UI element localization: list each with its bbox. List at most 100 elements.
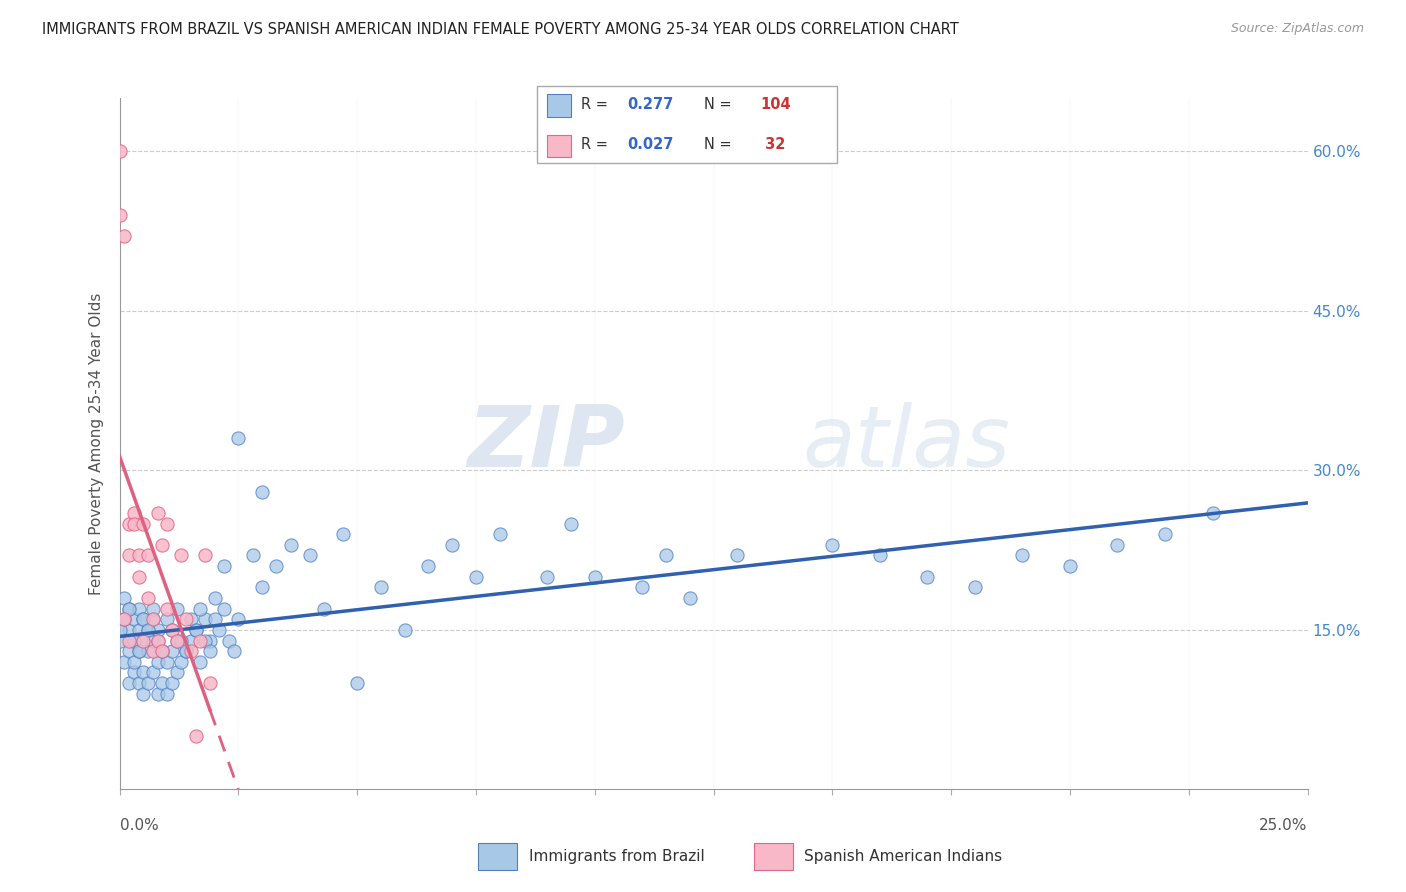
Point bbox=[1107, 538, 1129, 552]
Point bbox=[132, 633, 155, 648]
Point bbox=[112, 612, 135, 626]
Point bbox=[1059, 559, 1081, 574]
Text: 25.0%: 25.0% bbox=[1260, 818, 1308, 832]
Point bbox=[346, 676, 368, 690]
Point bbox=[118, 601, 141, 615]
Point bbox=[132, 612, 155, 626]
Point bbox=[198, 676, 221, 690]
Point bbox=[174, 612, 197, 626]
Point bbox=[122, 633, 145, 648]
Bar bbox=[547, 135, 571, 157]
Point bbox=[725, 549, 748, 563]
Point bbox=[132, 612, 155, 626]
Bar bbox=[478, 843, 517, 870]
Point bbox=[156, 655, 179, 669]
Point bbox=[146, 633, 169, 648]
Point bbox=[170, 655, 193, 669]
Point bbox=[142, 665, 165, 680]
Point bbox=[655, 549, 678, 563]
Point bbox=[212, 559, 235, 574]
Point bbox=[150, 644, 173, 658]
Point bbox=[488, 527, 510, 541]
Text: IMMIGRANTS FROM BRAZIL VS SPANISH AMERICAN INDIAN FEMALE POVERTY AMONG 25-34 YEA: IMMIGRANTS FROM BRAZIL VS SPANISH AMERIC… bbox=[42, 22, 959, 37]
Point bbox=[108, 633, 131, 648]
Point bbox=[146, 506, 169, 520]
Point bbox=[108, 623, 131, 637]
Point bbox=[204, 591, 226, 605]
Text: 0.027: 0.027 bbox=[627, 137, 673, 153]
Point bbox=[160, 623, 183, 637]
Point bbox=[1011, 549, 1033, 563]
Point bbox=[128, 623, 150, 637]
Point bbox=[136, 591, 159, 605]
Point bbox=[1201, 506, 1223, 520]
Point bbox=[332, 527, 354, 541]
Point bbox=[128, 549, 150, 563]
Point bbox=[266, 559, 288, 574]
Point bbox=[464, 570, 488, 584]
Point bbox=[142, 612, 165, 626]
Point bbox=[128, 644, 150, 658]
Point bbox=[132, 665, 155, 680]
Point bbox=[166, 665, 188, 680]
Point bbox=[174, 644, 197, 658]
Point bbox=[536, 570, 558, 584]
Text: atlas: atlas bbox=[803, 402, 1011, 485]
Point bbox=[128, 644, 150, 658]
Point bbox=[122, 506, 145, 520]
Point bbox=[188, 633, 211, 648]
Point bbox=[150, 676, 173, 690]
Point bbox=[180, 633, 202, 648]
Point bbox=[150, 644, 173, 658]
Point bbox=[212, 601, 235, 615]
Point bbox=[174, 644, 197, 658]
FancyBboxPatch shape bbox=[537, 87, 838, 163]
Point bbox=[118, 644, 141, 658]
Text: N =: N = bbox=[704, 97, 737, 112]
Point bbox=[112, 229, 135, 244]
Point bbox=[188, 601, 211, 615]
Point bbox=[184, 729, 207, 743]
Point bbox=[142, 644, 165, 658]
Point bbox=[150, 644, 173, 658]
Point bbox=[418, 559, 440, 574]
Point bbox=[869, 549, 891, 563]
Point bbox=[156, 612, 179, 626]
Point bbox=[136, 644, 159, 658]
Point bbox=[136, 623, 159, 637]
Point bbox=[228, 432, 250, 446]
Point bbox=[146, 633, 169, 648]
Text: Spanish American Indians: Spanish American Indians bbox=[804, 849, 1002, 863]
Point bbox=[184, 623, 207, 637]
Point bbox=[136, 549, 159, 563]
Text: Source: ZipAtlas.com: Source: ZipAtlas.com bbox=[1230, 22, 1364, 36]
Point bbox=[194, 633, 217, 648]
Point bbox=[242, 549, 264, 563]
Point bbox=[160, 623, 183, 637]
Point bbox=[128, 676, 150, 690]
Point bbox=[170, 549, 193, 563]
Text: R =: R = bbox=[581, 137, 612, 153]
Point bbox=[156, 601, 179, 615]
Point bbox=[118, 549, 141, 563]
Point bbox=[122, 612, 145, 626]
Point bbox=[118, 676, 141, 690]
Point bbox=[441, 538, 464, 552]
Point bbox=[128, 601, 150, 615]
Point bbox=[156, 516, 179, 531]
Y-axis label: Female Poverty Among 25-34 Year Olds: Female Poverty Among 25-34 Year Olds bbox=[89, 293, 104, 595]
Point bbox=[122, 633, 145, 648]
Text: N =: N = bbox=[704, 137, 737, 153]
Point bbox=[136, 623, 159, 637]
Point bbox=[142, 612, 165, 626]
Point bbox=[118, 633, 141, 648]
Point bbox=[821, 538, 844, 552]
Point bbox=[963, 580, 986, 594]
Point bbox=[222, 644, 245, 658]
Text: 0.0%: 0.0% bbox=[120, 818, 159, 832]
Point bbox=[631, 580, 654, 594]
Point bbox=[136, 676, 159, 690]
Point bbox=[298, 549, 321, 563]
Point bbox=[112, 612, 135, 626]
Point bbox=[166, 601, 188, 615]
